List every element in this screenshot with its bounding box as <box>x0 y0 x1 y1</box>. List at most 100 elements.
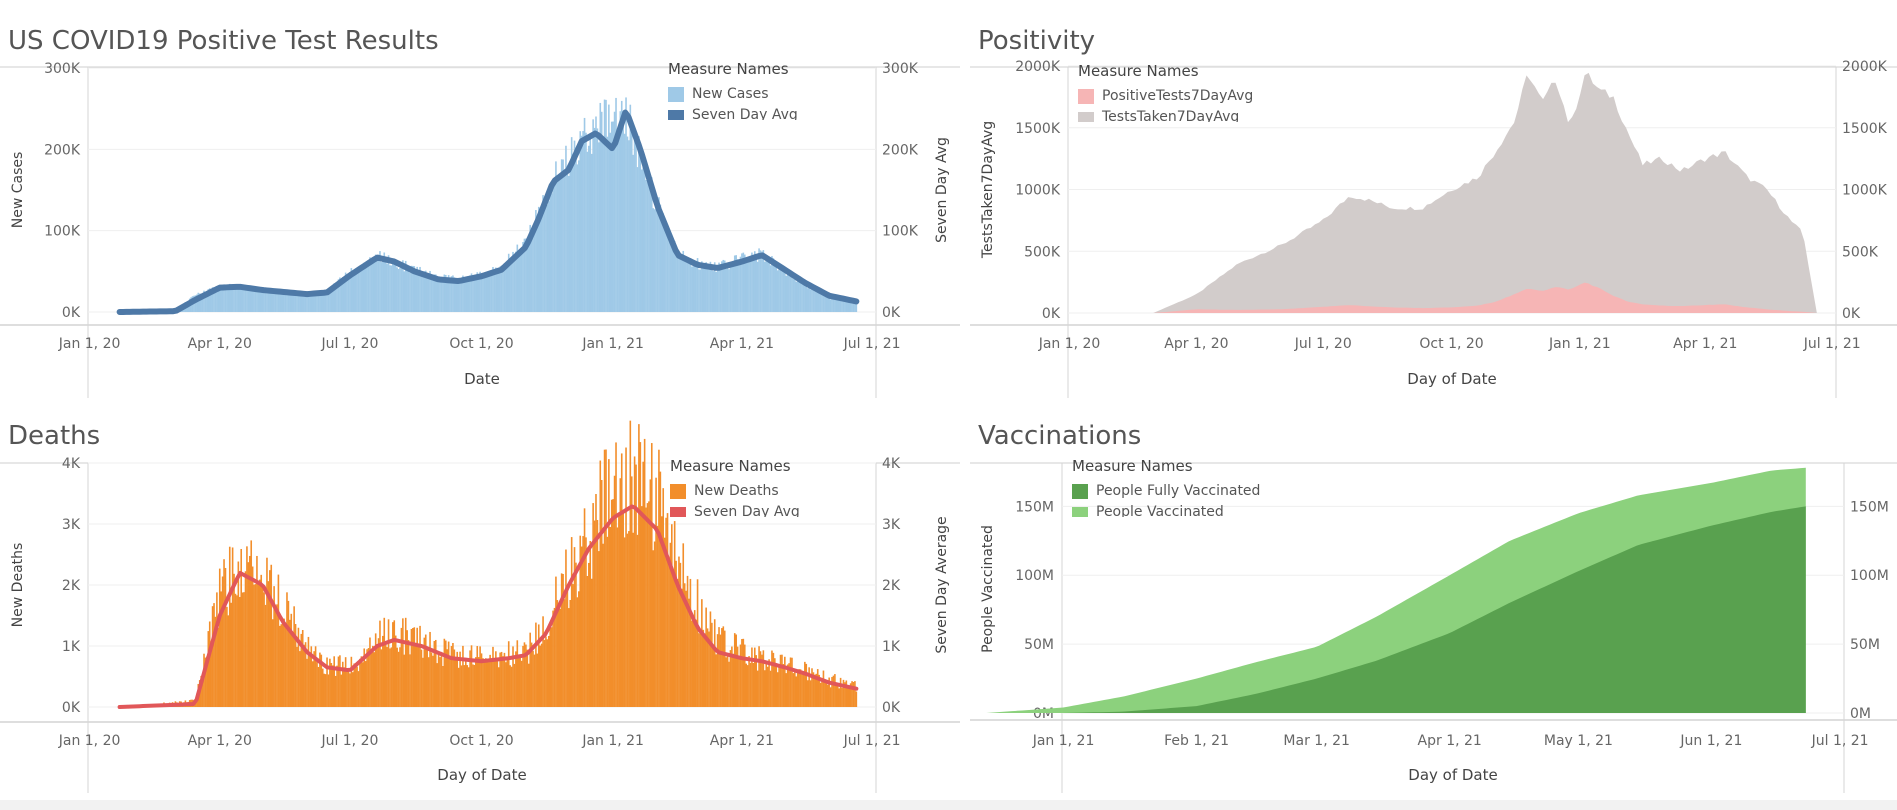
legend-title: Measure Names <box>1072 457 1193 475</box>
bar <box>855 303 858 312</box>
bar <box>526 239 529 312</box>
bar <box>347 670 350 707</box>
bar <box>570 137 573 312</box>
bar <box>324 674 327 707</box>
legend-item[interactable]: New Deaths <box>670 479 800 503</box>
bar <box>792 279 795 312</box>
bar <box>234 288 237 312</box>
bar <box>658 449 660 707</box>
bar <box>576 164 579 312</box>
bar <box>304 293 307 312</box>
bar <box>640 506 643 707</box>
bar <box>756 670 759 707</box>
bar <box>244 571 247 707</box>
x-axis-title: Date <box>464 370 500 388</box>
bar <box>529 224 531 312</box>
bar <box>562 159 564 312</box>
bar <box>213 603 215 707</box>
bar <box>762 250 765 312</box>
bar <box>240 548 243 707</box>
bar <box>326 657 328 707</box>
bar <box>422 276 424 312</box>
y-tick-label: 50M <box>1024 637 1054 653</box>
bar <box>437 278 440 312</box>
bar <box>741 639 743 707</box>
bar <box>406 630 408 707</box>
legend-item[interactable]: PositiveTests7DayAvg <box>1078 84 1253 108</box>
bar <box>673 521 676 707</box>
bar <box>350 268 353 312</box>
bar <box>254 289 257 312</box>
bar <box>812 672 815 707</box>
legend-item[interactable]: New Cases <box>668 82 798 106</box>
bar <box>560 159 563 312</box>
bar <box>582 131 584 312</box>
bar <box>556 175 559 312</box>
bar <box>635 140 637 312</box>
bar <box>706 628 709 707</box>
bar <box>454 658 457 707</box>
bar <box>260 289 263 312</box>
x-tick-label: Jan 1, 21 <box>581 336 644 352</box>
bar <box>768 659 770 707</box>
bar <box>267 289 270 312</box>
legend-item[interactable]: Seven Day Avg <box>668 106 798 120</box>
bar <box>377 256 380 312</box>
bar <box>270 288 273 312</box>
bar <box>568 608 570 707</box>
bar <box>419 266 421 312</box>
bar <box>596 128 599 312</box>
bar <box>612 121 614 312</box>
bar <box>344 657 347 707</box>
bar <box>598 551 600 707</box>
legend-item[interactable]: Seven Day Avg <box>670 503 800 517</box>
bar <box>248 555 251 707</box>
bar <box>446 277 449 312</box>
bar <box>824 679 826 707</box>
bar <box>722 259 725 312</box>
bar <box>605 449 607 707</box>
bar <box>632 154 634 312</box>
bar <box>301 292 304 312</box>
bar <box>742 252 745 312</box>
bar <box>563 172 566 312</box>
bar <box>447 275 450 312</box>
bar <box>479 646 481 707</box>
bar <box>516 640 519 707</box>
bar <box>506 659 509 707</box>
legend-item[interactable]: TestsTaken7DayAvg <box>1078 108 1253 122</box>
bar <box>736 259 739 312</box>
bar <box>602 543 604 707</box>
bar <box>638 136 640 312</box>
bar <box>492 266 494 312</box>
bar <box>364 267 367 312</box>
bar <box>443 638 446 707</box>
legend-item[interactable]: People Vaccinated <box>1072 503 1260 517</box>
bar <box>533 231 536 312</box>
cases-chart: 0K 0K 100K 100K 200K 200K 300K 300K Jan 1, 20 Apr… <box>0 61 960 398</box>
bar <box>261 290 264 312</box>
bar <box>413 266 416 312</box>
legend-label: Seven Day Avg <box>692 107 798 120</box>
bar <box>489 654 491 707</box>
bar <box>725 268 727 312</box>
bar <box>532 650 534 707</box>
bar <box>460 665 463 707</box>
x-axis-title: Day of Date <box>1407 370 1496 388</box>
bar <box>496 659 499 707</box>
bar <box>344 272 347 312</box>
bar <box>502 265 504 312</box>
bar <box>376 259 378 312</box>
panel-title: Vaccinations <box>978 421 1142 451</box>
bar <box>366 649 368 707</box>
bar <box>402 618 404 707</box>
bar <box>610 499 613 707</box>
bar <box>372 259 374 312</box>
bar <box>503 263 506 312</box>
bar <box>630 130 633 312</box>
bar <box>606 536 609 707</box>
legend-item[interactable]: People Fully Vaccinated <box>1072 479 1260 503</box>
bar <box>590 578 593 707</box>
bar <box>369 257 371 312</box>
bar <box>563 599 566 707</box>
